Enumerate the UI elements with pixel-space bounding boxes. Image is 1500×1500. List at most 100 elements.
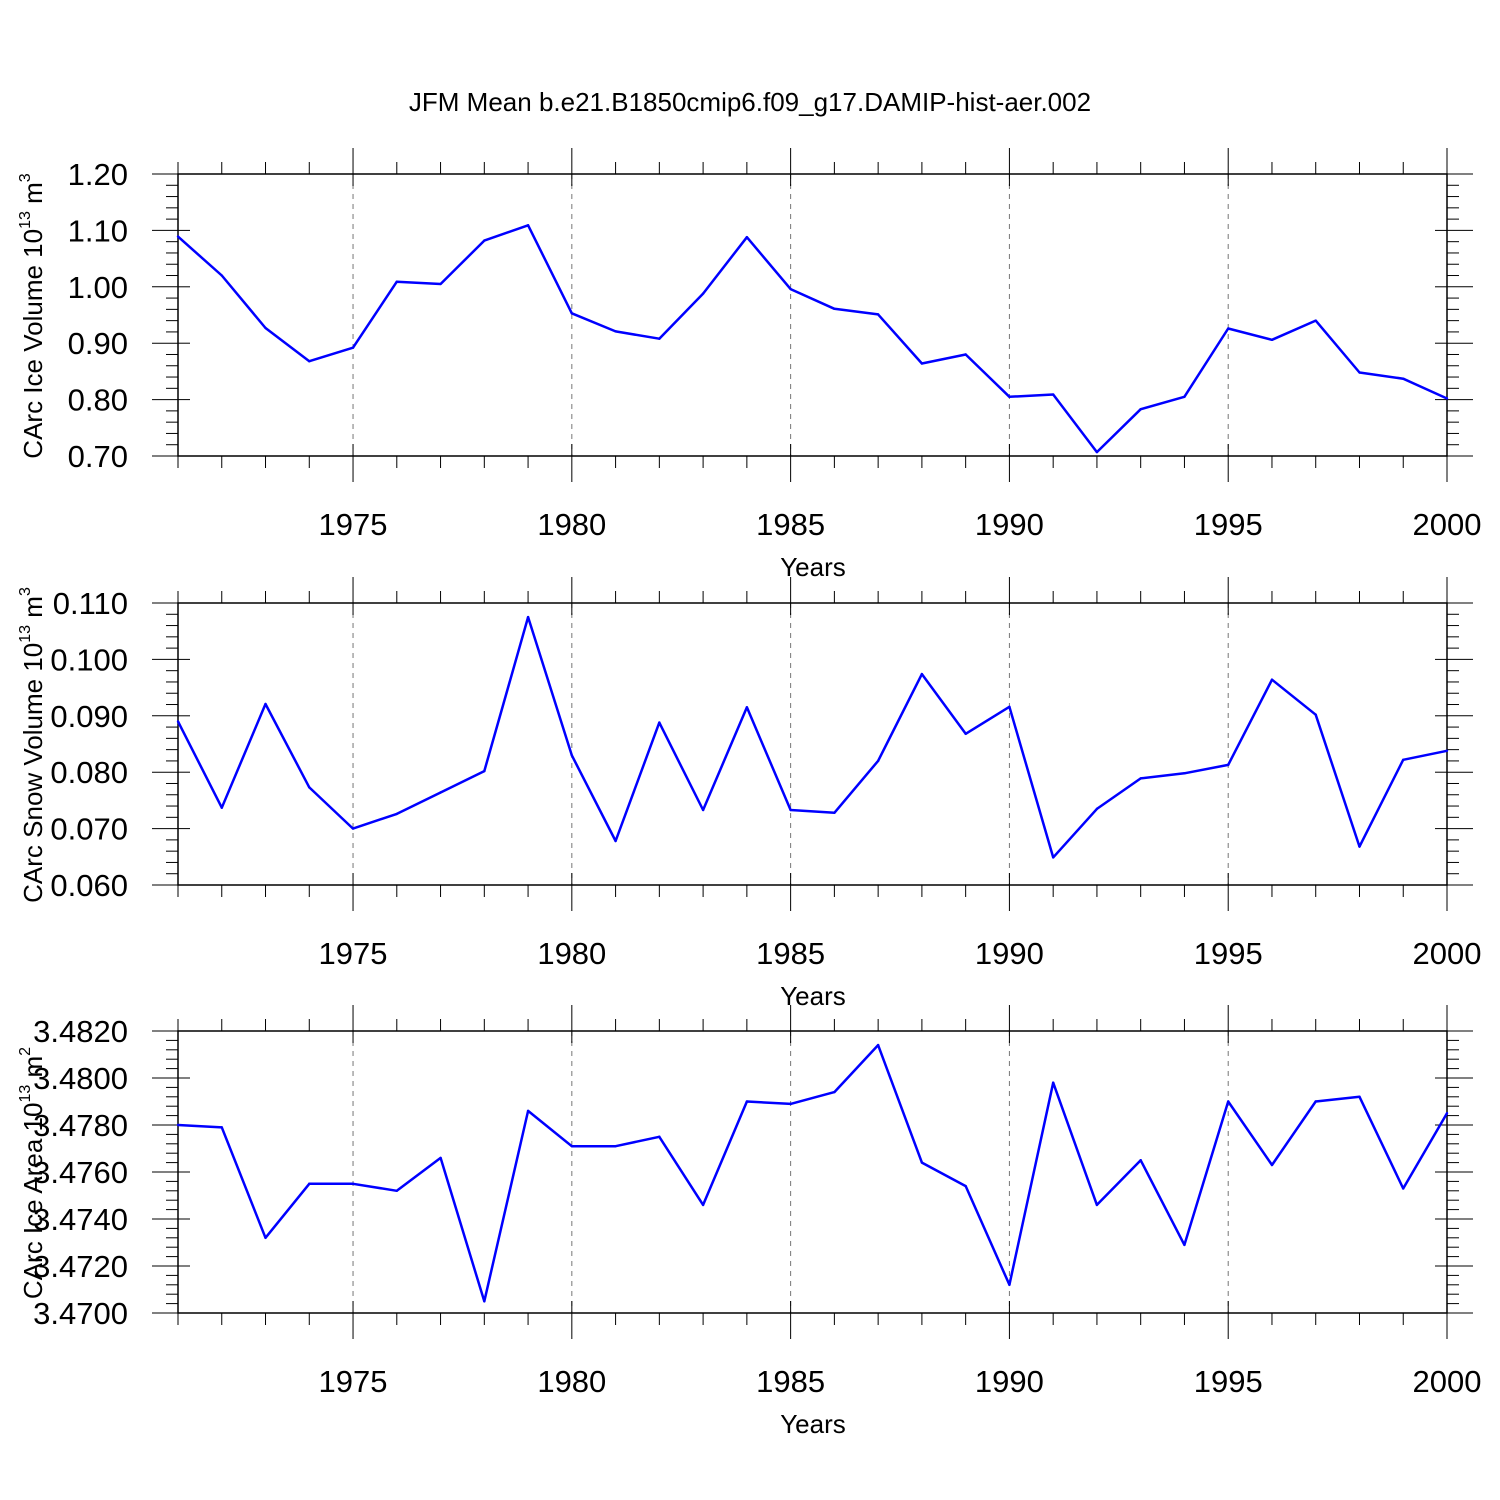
data-point	[526, 1109, 530, 1113]
x-tick-label: 2000	[1413, 507, 1482, 542]
data-point	[1095, 807, 1099, 811]
data-point	[1270, 1163, 1274, 1167]
data-point	[220, 806, 223, 809]
data-point	[264, 702, 267, 706]
y-axis-title-unit-exponent: 3	[17, 587, 34, 596]
chart-panels: 1975 1980 1985 1990 1995 2000 Years 0.70 0.80 0.9…	[17, 148, 1481, 1439]
data-point	[614, 839, 617, 843]
y-axis-title-text: CArc Ice Area 10	[18, 1103, 48, 1300]
x-axis-title: Years	[780, 981, 846, 1011]
x-tick-label: 1975	[319, 1364, 388, 1399]
chart-title: JFM Mean b.e21.B1850cmip6.f09_g17.DAMIP-…	[409, 87, 1091, 117]
y-tick-label: 3.4820	[33, 1014, 128, 1049]
data-point	[876, 759, 880, 763]
data-point	[570, 312, 574, 315]
data-point	[1402, 377, 1405, 380]
y-axis-title-unit-exponent: 2	[17, 1047, 34, 1056]
x-tick-label: 1990	[975, 1364, 1044, 1399]
y-axis-title: CArc Snow Volume 1013 m3	[17, 587, 48, 903]
y-tick-label: 1.10	[68, 213, 128, 248]
data-point	[745, 235, 749, 239]
data-point	[1358, 845, 1361, 848]
data-point	[395, 1189, 398, 1193]
x-tick-label: 1980	[537, 936, 606, 971]
x-tick-label: 1985	[756, 936, 825, 971]
data-point	[308, 786, 311, 789]
data-point	[1183, 772, 1186, 775]
data-point	[745, 706, 749, 709]
y-tick-label: 3.4760	[33, 1155, 128, 1190]
data-point	[964, 732, 967, 736]
data-point	[439, 791, 442, 794]
x-tick-label: 1995	[1194, 936, 1263, 971]
x-tick-label: 1990	[975, 507, 1044, 542]
y-tick-label: 1.00	[68, 270, 128, 305]
data-point	[439, 1156, 442, 1160]
y-tick-label: 0.70	[68, 439, 128, 474]
series-line	[176, 615, 1448, 859]
data-point	[789, 287, 792, 291]
y-tick-label: 3.4800	[33, 1061, 128, 1096]
y-tick-label: 0.80	[68, 383, 128, 418]
data-point	[1183, 395, 1186, 398]
data-point	[1314, 713, 1317, 716]
data-point	[395, 812, 398, 816]
data-point	[264, 1236, 267, 1240]
y-tick-label: 0.090	[50, 699, 128, 734]
data-point	[526, 224, 530, 227]
data-point	[833, 307, 836, 310]
data-point	[1227, 327, 1230, 330]
y-axis-title-exponent: 13	[17, 211, 34, 229]
data-point	[1008, 1283, 1011, 1287]
y-axis-title: CArc Ice Volume 1013 m3	[17, 173, 48, 458]
data-point	[1095, 450, 1099, 454]
x-tick-label: 2000	[1413, 1364, 1482, 1399]
data-point	[395, 280, 398, 283]
y-tick-label: 0.070	[50, 812, 128, 847]
data-point	[220, 1126, 223, 1129]
x-tick-label: 1975	[319, 936, 388, 971]
data-point	[483, 769, 486, 773]
data-point	[526, 615, 530, 619]
data-point	[570, 754, 574, 757]
data-point	[701, 1203, 705, 1207]
y-tick-label: 0.110	[53, 586, 128, 621]
x-tick-label: 1985	[756, 507, 825, 542]
data-point	[964, 1184, 967, 1188]
series-line	[177, 224, 1448, 454]
y-axis-title-unit: m	[18, 596, 48, 625]
data-point	[1314, 1100, 1317, 1103]
data-point	[964, 353, 967, 356]
chart-panel-2: 1975 1980 1985 1990 1995 2000 Years 0.060 0.070 0…	[17, 577, 1481, 1011]
y-tick-label: 1.20	[68, 157, 128, 192]
data-point	[1008, 705, 1011, 708]
data-point	[789, 1102, 792, 1106]
y-axis-title-exponent: 13	[17, 625, 34, 643]
y-tick-label: 0.080	[50, 755, 128, 790]
data-point	[1051, 856, 1055, 859]
data-point	[483, 239, 486, 242]
data-point	[701, 808, 705, 812]
data-point	[833, 1090, 836, 1094]
data-point	[351, 1182, 355, 1185]
x-tick-label: 1975	[319, 507, 388, 542]
data-point	[920, 1161, 924, 1164]
data-point	[483, 1300, 486, 1303]
y-axis-title-exponent: 13	[17, 1085, 34, 1103]
x-tick-label: 1980	[537, 507, 606, 542]
data-point	[614, 1144, 617, 1148]
data-point	[1445, 397, 1449, 400]
data-point	[1051, 1081, 1055, 1084]
y-axis-title-text: CArc Snow Volume 10	[18, 643, 48, 903]
data-point	[1183, 1243, 1186, 1247]
data-point	[1402, 1187, 1405, 1190]
data-point	[1402, 758, 1405, 761]
x-tick-label: 1995	[1194, 1364, 1263, 1399]
data-point	[658, 337, 661, 340]
y-tick-label: 0.100	[50, 642, 128, 677]
chart-panel-1: 1975 1980 1985 1990 1995 2000 Years 0.70 0.80 0.9…	[17, 148, 1481, 582]
data-point	[220, 274, 223, 277]
data-point	[1227, 763, 1230, 767]
data-point	[1227, 1100, 1230, 1103]
